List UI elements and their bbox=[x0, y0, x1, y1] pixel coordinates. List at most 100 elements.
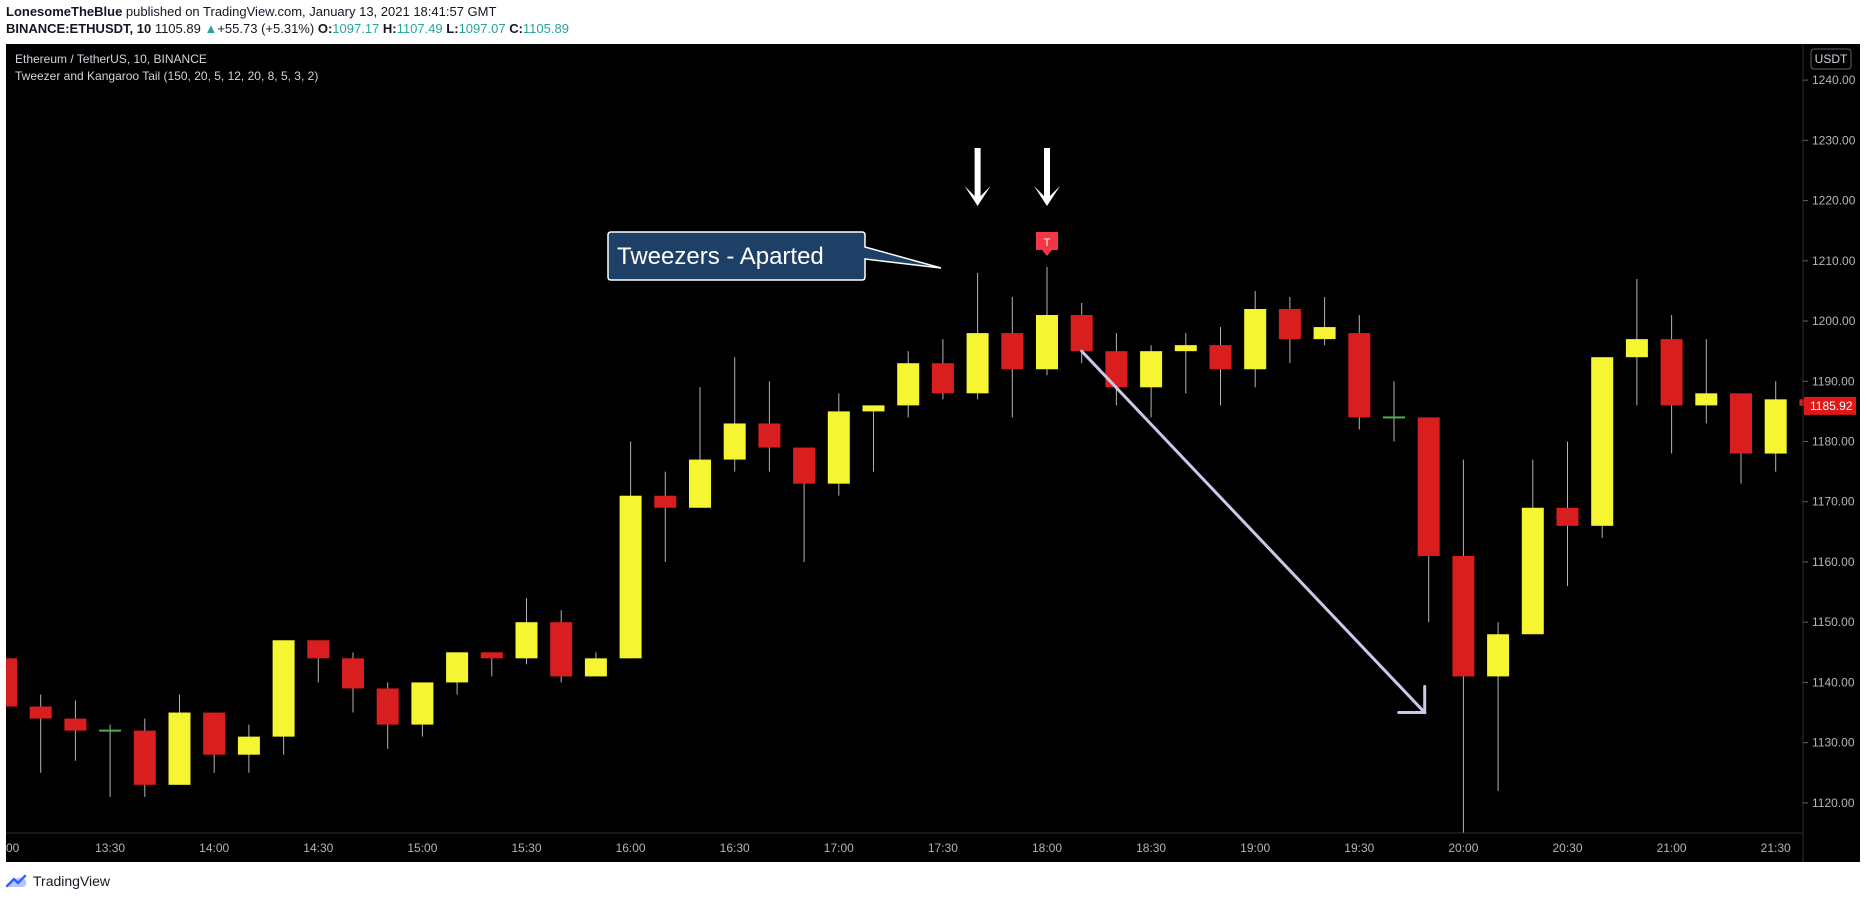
candle-body bbox=[64, 718, 87, 731]
low-label: L: bbox=[446, 21, 459, 36]
candle-body bbox=[29, 706, 52, 719]
chart-area[interactable]: T Tweezers - Aparted 1120.00 1130.00 1140.… bbox=[6, 44, 1860, 862]
footer: TradingView bbox=[6, 870, 110, 892]
open-value: 1097.17 bbox=[332, 21, 380, 36]
callout: Tweezers - Aparted bbox=[607, 231, 942, 281]
time-tick-label: 00 bbox=[6, 841, 20, 855]
trend-arrow-line bbox=[1080, 349, 1427, 715]
candle-body bbox=[1417, 417, 1440, 556]
publication-line: LonesomeTheBlue published on TradingView… bbox=[6, 4, 496, 19]
chart-legend-title[interactable]: Ethereum / TetherUS, 10, BINANCE bbox=[15, 52, 207, 66]
time-tick-label: 18:00 bbox=[1032, 841, 1062, 855]
candle-body bbox=[1278, 309, 1301, 340]
price-tick-label: 1240.00 bbox=[1812, 73, 1856, 87]
candle-body bbox=[550, 622, 573, 677]
candle-body bbox=[689, 459, 711, 508]
candle-body bbox=[1521, 507, 1544, 635]
candle-body bbox=[515, 622, 538, 659]
candle-body bbox=[480, 652, 503, 659]
candle-body bbox=[237, 736, 260, 755]
time-tick-label: 19:30 bbox=[1344, 841, 1374, 855]
candle-body bbox=[1209, 345, 1232, 370]
candle-body bbox=[1556, 507, 1579, 526]
time-tick-label: 13:30 bbox=[95, 841, 125, 855]
down-arrow-icon bbox=[964, 148, 991, 206]
price-tick-label: 1170.00 bbox=[1812, 495, 1855, 509]
candle-body bbox=[654, 495, 677, 508]
tweezer-marker-shape bbox=[1036, 232, 1058, 256]
last-price-label: 1185.92 bbox=[1810, 399, 1853, 413]
time-tick-label: 20:30 bbox=[1552, 841, 1582, 855]
tradingview-logo-icon bbox=[6, 874, 27, 888]
candle-body bbox=[203, 712, 226, 755]
time-tick-label: 14:00 bbox=[199, 841, 229, 855]
candle-body bbox=[723, 423, 746, 460]
low-value: 1097.07 bbox=[458, 21, 506, 36]
candle-body bbox=[1730, 393, 1752, 454]
time-tick-label: 20:00 bbox=[1448, 841, 1478, 855]
candle-body bbox=[1070, 315, 1093, 352]
candle-body bbox=[827, 411, 850, 484]
price-tick-label: 1190.00 bbox=[1812, 374, 1855, 388]
symbol-label: BINANCE:ETHUSDT, 10 bbox=[6, 21, 152, 36]
price-tick-label: 1230.00 bbox=[1812, 133, 1856, 147]
candle-body bbox=[793, 447, 816, 484]
candle-body bbox=[99, 729, 122, 732]
candle-body bbox=[6, 658, 17, 707]
candle-body bbox=[1244, 309, 1267, 370]
trend-arrow-annotation bbox=[1080, 349, 1427, 715]
price-axis[interactable]: 1120.00 1130.00 1140.00 1150.00 1160.00 1170.… bbox=[1803, 73, 1856, 810]
candle-body bbox=[931, 363, 954, 394]
callout-bubble bbox=[607, 231, 942, 281]
candle-body bbox=[619, 495, 642, 659]
currency-label: USDT bbox=[1815, 52, 1848, 66]
candle-body bbox=[272, 640, 295, 737]
close-label: C: bbox=[509, 21, 523, 36]
candle-body bbox=[1174, 345, 1197, 352]
candle-body bbox=[1764, 399, 1787, 454]
price-tick-label: 1210.00 bbox=[1812, 254, 1856, 268]
down-arrow-icon bbox=[1034, 148, 1060, 206]
indicator-legend[interactable]: Tweezer and Kangaroo Tail (150, 20, 5, 1… bbox=[15, 69, 318, 83]
candle-body bbox=[862, 405, 885, 412]
candle-body bbox=[168, 712, 191, 785]
price-tick-label: 1120.00 bbox=[1812, 796, 1855, 810]
price-tick-label: 1150.00 bbox=[1812, 615, 1855, 629]
candle-body bbox=[897, 363, 920, 406]
candle-body bbox=[133, 730, 156, 785]
time-tick-label: 16:30 bbox=[720, 841, 750, 855]
last-price-tag: 1185.92 bbox=[1804, 396, 1856, 415]
candle-body bbox=[1036, 315, 1058, 370]
candle-body bbox=[1452, 555, 1475, 677]
price-tick-label: 1160.00 bbox=[1812, 555, 1855, 569]
time-tick-label: 15:30 bbox=[511, 841, 541, 855]
currency-badge[interactable]: USDT bbox=[1810, 48, 1852, 70]
time-tick-label: 21:30 bbox=[1761, 841, 1791, 855]
candle-body bbox=[1383, 416, 1405, 419]
time-tick-label: 21:00 bbox=[1657, 841, 1687, 855]
time-tick-label: 14:30 bbox=[303, 841, 333, 855]
time-tick-label: 17:30 bbox=[928, 841, 958, 855]
candle-body bbox=[1591, 357, 1614, 526]
candle-body bbox=[966, 333, 989, 394]
callout-text: Tweezers - Aparted bbox=[617, 243, 824, 270]
tweezer-marker: T bbox=[1036, 232, 1058, 256]
time-tick-label: 17:00 bbox=[824, 841, 854, 855]
time-axis[interactable]: 00 13:30 14:00 14:30 15:00 15:30 16:00 16:30 17:… bbox=[6, 841, 1791, 855]
footer-brand[interactable]: TradingView bbox=[33, 873, 111, 889]
candle-body bbox=[584, 658, 607, 677]
change-up-icon: ▲ bbox=[204, 21, 218, 36]
time-tick-label: 18:30 bbox=[1136, 841, 1166, 855]
high-value: 1107.49 bbox=[396, 21, 443, 36]
candle-body bbox=[1660, 339, 1683, 406]
time-tick-label: 16:00 bbox=[616, 841, 646, 855]
author-name[interactable]: LonesomeTheBlue bbox=[6, 4, 123, 19]
candle-body bbox=[307, 640, 330, 659]
candlestick-chart[interactable]: T Tweezers - Aparted 1120.00 1130.00 1140.… bbox=[6, 44, 1860, 862]
price-tick-label: 1130.00 bbox=[1812, 736, 1855, 750]
candle-body bbox=[1695, 393, 1718, 406]
tweezer-marker-label: T bbox=[1044, 237, 1051, 249]
candle-body bbox=[446, 652, 469, 683]
candle-body bbox=[758, 423, 781, 448]
candle-body bbox=[411, 682, 434, 725]
